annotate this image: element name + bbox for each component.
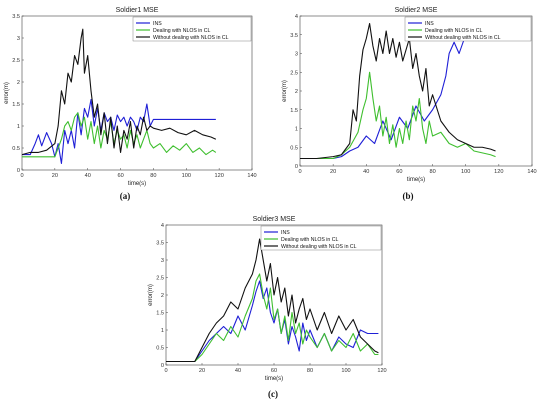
x-tick-label: 60	[396, 169, 402, 175]
x-tick-label: 120	[494, 169, 503, 175]
y-tick-label: 1	[17, 124, 20, 130]
y-tick-label: 0.5	[12, 146, 20, 152]
x-axis-label: time(s)	[407, 177, 425, 183]
legend-entry: Dealing with NLOS in CL	[425, 28, 482, 34]
y-tick-label: 0.5	[290, 145, 298, 151]
y-tick-label: 2	[295, 89, 298, 95]
legend-entry: INS	[281, 230, 290, 236]
y-tick-label: 0.5	[156, 346, 164, 352]
x-tick-label: 100	[182, 173, 191, 179]
y-tick-label: 0	[17, 168, 20, 174]
x-tick-label: 60	[117, 173, 123, 179]
legend-entry: Without dealing with NLOS in CL	[425, 35, 501, 41]
legend-entry: Dealing with NLOS in CL	[281, 237, 338, 243]
x-tick-label: 40	[235, 368, 241, 374]
x-tick-label: 80	[150, 173, 156, 179]
y-tick-label: 3	[295, 52, 298, 58]
legend-entry: Dealing with NLOS in CL	[153, 28, 210, 34]
y-tick-label: 3.5	[290, 33, 298, 39]
y-tick-label: 3	[161, 258, 164, 264]
x-tick-label: 20	[52, 173, 58, 179]
y-tick-label: 1.5	[290, 108, 298, 114]
y-tick-label: 2.5	[290, 70, 298, 76]
legend-box	[132, 16, 252, 42]
chart-title: Soldier3 MSE	[253, 216, 296, 223]
chart-title: Soldier1 MSE	[116, 7, 159, 14]
y-tick-label: 3.5	[12, 14, 20, 20]
y-tick-label: 4	[295, 14, 298, 20]
panel-label: (b)	[403, 191, 414, 201]
chart-title: Soldier2 MSE	[395, 7, 438, 14]
series-line-3	[21, 28, 217, 156]
y-axis-label: error(m)	[282, 80, 288, 102]
legend-entry: INS	[153, 21, 162, 27]
y-tick-label: 1.5	[156, 311, 164, 317]
x-tick-label: 20	[330, 169, 336, 175]
y-tick-label: 2	[17, 80, 20, 86]
y-tick-label: 1.5	[12, 102, 20, 108]
panel-label: (c)	[268, 389, 278, 399]
y-tick-label: 4	[161, 223, 164, 229]
x-tick-label: 120	[377, 368, 386, 374]
x-axis-label: time(s)	[128, 181, 146, 187]
chart-panel-3: Soldier3 MSE 0 20 40 60 80 100 120 0 0.5 1 1.5 2 2.5 3…	[148, 216, 387, 399]
x-tick-label: 100	[341, 368, 350, 374]
legend-entry: Without dealing with NLOS in CL	[281, 244, 357, 250]
chart-panel-1: Soldier1 MSE 0 20 40 60 80 100 120 140 0 0.5 1 1.5 2 2…	[4, 7, 257, 201]
series-line-3	[166, 238, 379, 363]
x-tick-label: 60	[271, 368, 277, 374]
x-tick-label: 20	[199, 368, 205, 374]
y-axis-label: error(m)	[148, 284, 154, 306]
y-tick-label: 0	[161, 363, 164, 369]
x-tick-label: 80	[307, 368, 313, 374]
x-tick-label: 120	[214, 173, 223, 179]
x-tick-label: 80	[429, 169, 435, 175]
legend-entry: INS	[425, 21, 434, 27]
x-tick-label: 40	[363, 169, 369, 175]
x-tick-label: 140	[527, 169, 536, 175]
x-tick-label: 0	[298, 169, 301, 175]
x-tick-label: 0	[20, 173, 23, 179]
legend-box	[260, 225, 382, 251]
x-tick-label: 0	[164, 368, 167, 374]
legend-entry: Without dealing with NLOS in CL	[153, 35, 229, 41]
x-tick-label: 140	[247, 173, 256, 179]
y-tick-label: 1	[295, 127, 298, 133]
plot-area	[21, 15, 253, 171]
x-tick-label: 40	[85, 173, 91, 179]
y-tick-label: 0	[295, 164, 298, 170]
series-line-2	[300, 71, 496, 160]
x-axis-label: time(s)	[265, 376, 283, 382]
y-tick-label: 3	[17, 36, 20, 42]
series-line-3	[300, 22, 496, 160]
y-axis-label: error(m)	[4, 82, 10, 104]
y-tick-label: 2	[161, 293, 164, 299]
x-tick-label: 100	[461, 169, 470, 175]
legend-box	[404, 16, 532, 42]
y-tick-label: 2.5	[156, 276, 164, 282]
panel-label: (a)	[120, 191, 131, 201]
series-line-2	[166, 273, 379, 363]
y-tick-label: 1	[161, 328, 164, 334]
chart-panel-2: Soldier2 MSE 0 20 40 60 80 100 120 140 0 0.5 1 1.5 2 2…	[282, 7, 537, 201]
y-tick-label: 2.5	[12, 58, 20, 64]
y-tick-label: 3.5	[156, 241, 164, 247]
